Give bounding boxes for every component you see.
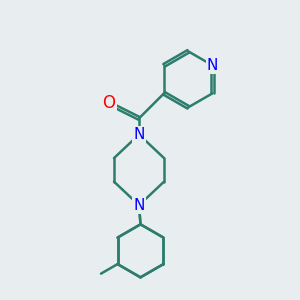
Text: N: N — [207, 58, 218, 73]
Text: N: N — [133, 127, 145, 142]
Text: O: O — [103, 94, 116, 112]
Text: N: N — [133, 198, 145, 213]
